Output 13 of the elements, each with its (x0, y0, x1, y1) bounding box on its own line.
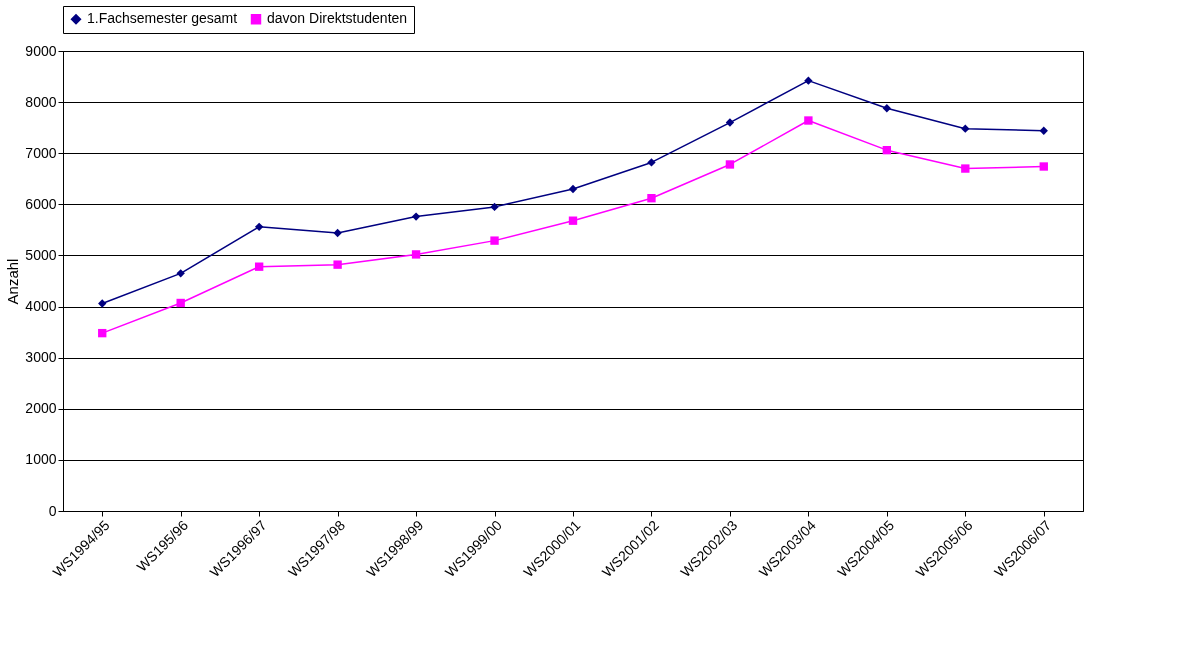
y-axis-title: Anzahl (4, 258, 22, 305)
y-tick-label: 4000 (25, 298, 57, 315)
legend-label: 1.Fachsemester gesamt (87, 10, 238, 27)
y-tick-label: 1000 (25, 451, 57, 468)
y-tick-label: 8000 (25, 93, 57, 110)
y-tick-label: 9000 (25, 42, 57, 59)
legend-label: davon Direktstudenten (267, 10, 408, 27)
y-tick-label: 5000 (25, 246, 57, 263)
y-tick-label: 0 (48, 502, 57, 519)
y-tick-label: 6000 (25, 195, 57, 212)
y-tick-label: 7000 (25, 144, 57, 161)
y-tick-label: 3000 (25, 349, 57, 366)
y-tick-label: 2000 (25, 400, 57, 417)
